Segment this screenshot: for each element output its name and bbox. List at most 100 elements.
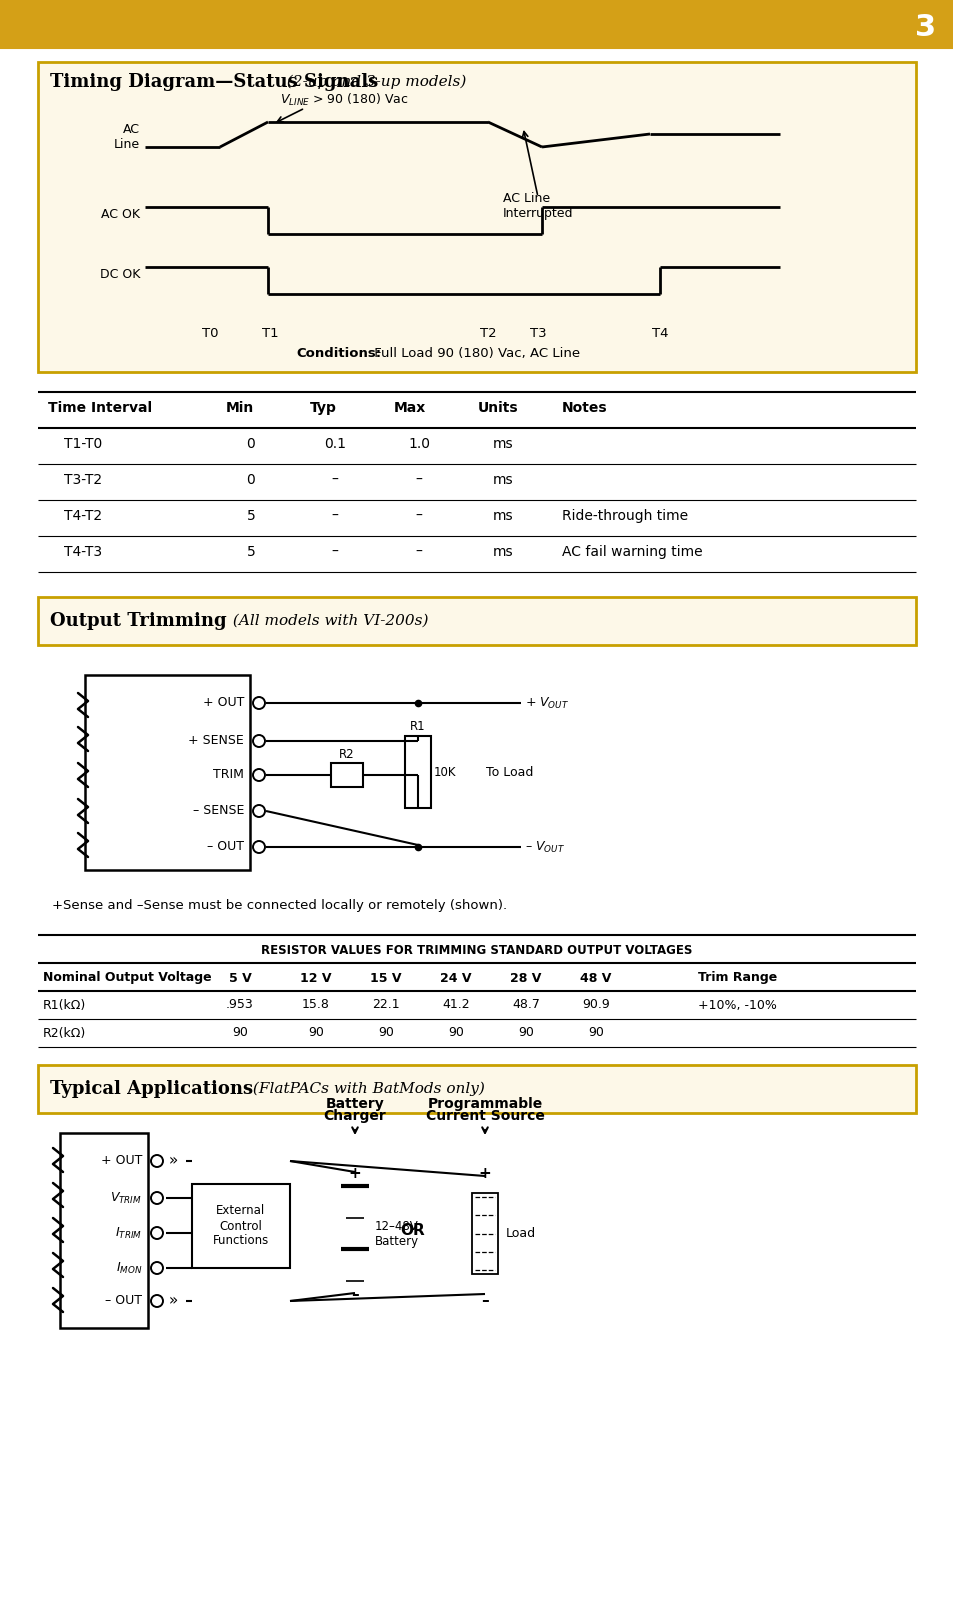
Text: Typ: Typ [310, 401, 336, 415]
Text: $I_{TRIM}$: $I_{TRIM}$ [115, 1226, 142, 1241]
Text: R2(kΩ): R2(kΩ) [43, 1027, 86, 1040]
Text: Conditions:: Conditions: [295, 347, 381, 360]
Text: T2: T2 [479, 328, 496, 341]
Text: »: » [169, 1293, 178, 1309]
Text: $I_{MON}$: $I_{MON}$ [115, 1260, 142, 1275]
Text: –: – [416, 474, 422, 487]
Bar [85, 675, 250, 869]
Text: Charger: Charger [323, 1109, 386, 1122]
Text: Max: Max [394, 401, 426, 415]
Text: 0.1: 0.1 [324, 436, 346, 451]
Text: Nominal Output Voltage: Nominal Output Voltage [43, 972, 212, 985]
Text: –: – [351, 1288, 358, 1302]
Text: +: + [348, 1166, 361, 1181]
Text: 41.2: 41.2 [442, 999, 469, 1012]
Text: 90: 90 [587, 1027, 603, 1040]
Text: T3: T3 [529, 328, 546, 341]
Text: 5: 5 [247, 545, 255, 560]
Text: T1: T1 [261, 328, 278, 341]
Text: T0: T0 [201, 328, 218, 341]
Bar [38, 1066, 915, 1113]
Text: AC OK: AC OK [101, 209, 140, 222]
Text: $V_{LINE}$ > 90 (180) Vac: $V_{LINE}$ > 90 (180) Vac [280, 92, 408, 109]
Circle shape [253, 840, 265, 853]
Text: Output Trimming: Output Trimming [50, 611, 227, 629]
Bar [38, 597, 915, 646]
Text: 22.1: 22.1 [372, 999, 399, 1012]
Text: TRIM: TRIM [213, 769, 244, 782]
Circle shape [253, 805, 265, 817]
Text: 90: 90 [377, 1027, 394, 1040]
Text: ms: ms [492, 545, 513, 560]
Text: 90: 90 [517, 1027, 534, 1040]
Text: (All models with VI-200s): (All models with VI-200s) [228, 615, 428, 628]
Text: OR: OR [400, 1223, 425, 1238]
Text: + $V_{OUT}$: + $V_{OUT}$ [524, 696, 569, 710]
Text: 0: 0 [247, 474, 255, 487]
Text: – OUT: – OUT [207, 840, 244, 853]
Text: (2-up and 3-up models): (2-up and 3-up models) [282, 75, 466, 89]
Text: R1: R1 [410, 720, 425, 733]
Bar [331, 762, 363, 787]
Text: ms: ms [492, 436, 513, 451]
Text: RESISTOR VALUES FOR TRIMMING STANDARD OUTPUT VOLTAGES: RESISTOR VALUES FOR TRIMMING STANDARD OU… [261, 944, 692, 957]
Text: 3: 3 [915, 13, 936, 42]
Text: R1(kΩ): R1(kΩ) [43, 999, 86, 1012]
Text: DC OK: DC OK [99, 269, 140, 282]
Bar [192, 1184, 290, 1268]
Text: +10%, -10%: +10%, -10% [698, 999, 776, 1012]
Bar [472, 1194, 497, 1273]
Text: 1.0: 1.0 [408, 436, 430, 451]
Text: – OUT: – OUT [105, 1294, 142, 1307]
Text: 15 V: 15 V [370, 972, 401, 985]
Text: ms: ms [492, 509, 513, 522]
Text: + OUT: + OUT [100, 1155, 142, 1168]
Text: –: – [416, 545, 422, 560]
Text: Timing Diagram—Status Signals: Timing Diagram—Status Signals [50, 73, 377, 91]
Text: 10K: 10K [434, 766, 456, 779]
Text: – SENSE: – SENSE [193, 805, 244, 817]
Text: – $V_{OUT}$: – $V_{OUT}$ [524, 840, 564, 855]
Text: 90.9: 90.9 [581, 999, 609, 1012]
Text: Typical Applications: Typical Applications [50, 1080, 253, 1098]
Text: + SENSE: + SENSE [188, 735, 244, 748]
Text: AC Line
Interrupted: AC Line Interrupted [502, 191, 573, 221]
Text: AC fail warning time: AC fail warning time [561, 545, 702, 560]
Text: 0: 0 [247, 436, 255, 451]
Circle shape [151, 1262, 163, 1273]
Text: $V_{TRIM}$: $V_{TRIM}$ [110, 1191, 142, 1205]
Circle shape [151, 1294, 163, 1307]
Text: Min: Min [226, 401, 254, 415]
Text: External
Control
Functions: External Control Functions [213, 1205, 269, 1247]
Text: –: – [332, 509, 338, 522]
Text: T3-T2: T3-T2 [64, 474, 102, 487]
Text: 24 V: 24 V [439, 972, 471, 985]
Text: 15.8: 15.8 [302, 999, 330, 1012]
Text: Trim Range: Trim Range [698, 972, 777, 985]
Text: Battery: Battery [325, 1096, 384, 1111]
Circle shape [151, 1192, 163, 1204]
Text: +: + [478, 1166, 491, 1181]
Text: Time Interval: Time Interval [48, 401, 152, 415]
Text: 5 V: 5 V [229, 972, 251, 985]
Text: 48.7: 48.7 [512, 999, 539, 1012]
Text: –: – [416, 509, 422, 522]
Text: 90: 90 [308, 1027, 324, 1040]
Text: –: – [332, 474, 338, 487]
Text: 5: 5 [247, 509, 255, 522]
Text: 90: 90 [232, 1027, 248, 1040]
Circle shape [151, 1226, 163, 1239]
Text: T4-T2: T4-T2 [64, 509, 102, 522]
Text: 48 V: 48 V [579, 972, 611, 985]
Text: ms: ms [492, 474, 513, 487]
Text: Battery: Battery [375, 1236, 418, 1249]
Text: + OUT: + OUT [202, 696, 244, 709]
Circle shape [253, 769, 265, 782]
Text: Ride-through time: Ride-through time [561, 509, 687, 522]
Circle shape [253, 735, 265, 748]
Text: Notes: Notes [561, 401, 607, 415]
Text: Load: Load [505, 1226, 536, 1239]
Text: 28 V: 28 V [510, 972, 541, 985]
Text: »: » [169, 1153, 178, 1168]
Text: To Load: To Load [485, 766, 533, 779]
